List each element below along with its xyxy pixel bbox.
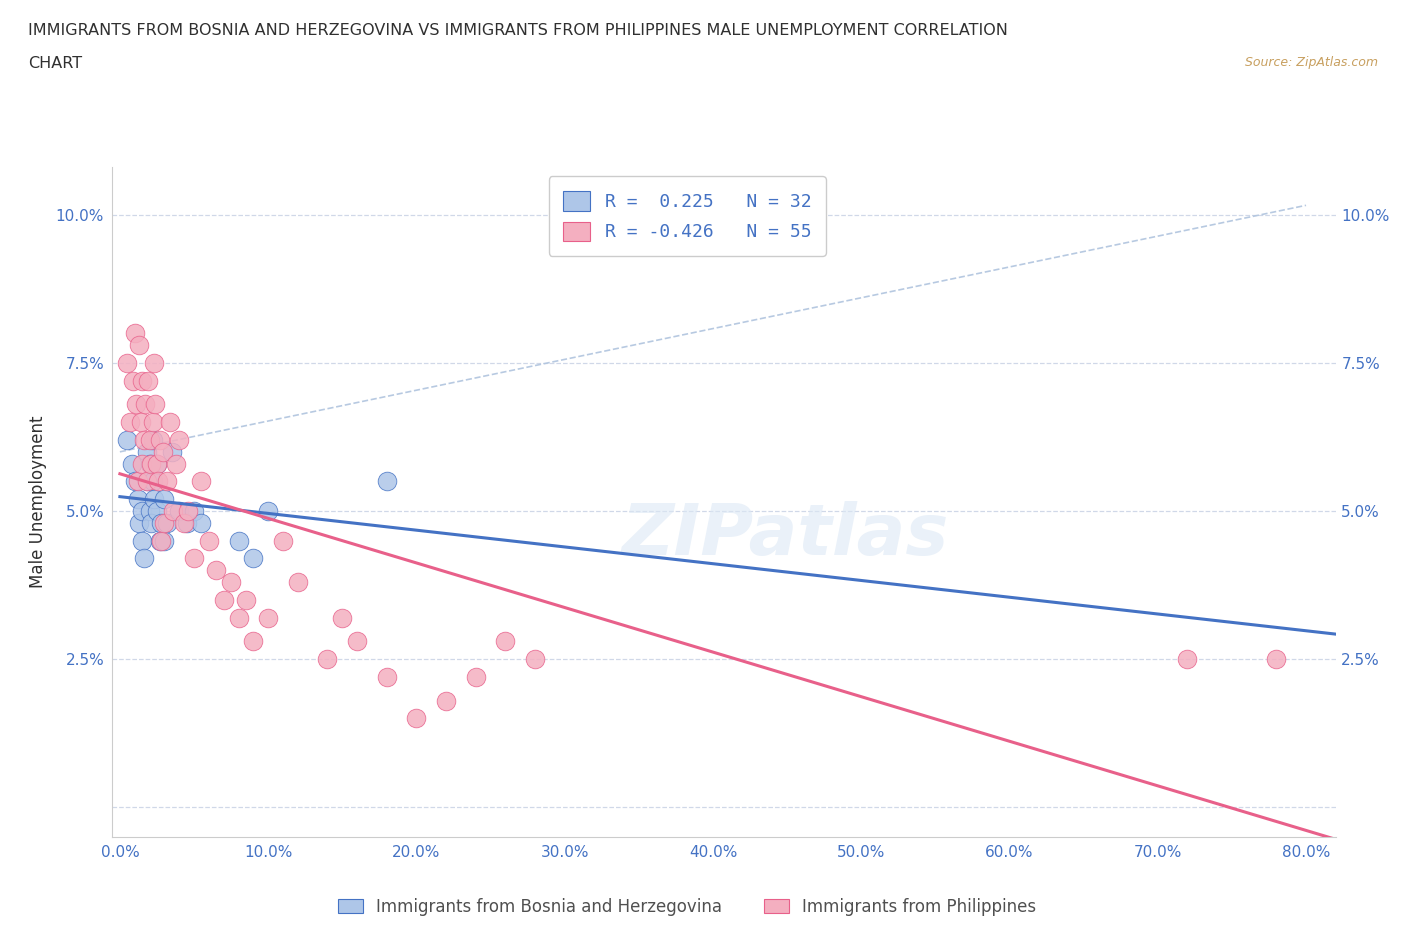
Point xyxy=(228,610,250,625)
Point xyxy=(375,670,398,684)
Point xyxy=(149,533,172,548)
Point xyxy=(271,533,294,548)
Point xyxy=(190,474,212,489)
Text: CHART: CHART xyxy=(28,56,82,71)
Point xyxy=(152,445,174,459)
Point xyxy=(121,457,143,472)
Point xyxy=(228,533,250,548)
Point xyxy=(494,634,516,649)
Point xyxy=(190,515,212,530)
Point xyxy=(141,474,163,489)
Point xyxy=(138,457,160,472)
Point xyxy=(139,515,162,530)
Point xyxy=(219,575,242,590)
Point xyxy=(127,474,149,489)
Point xyxy=(117,432,139,447)
Point xyxy=(134,397,156,412)
Point xyxy=(135,474,157,489)
Text: ZIPatlas: ZIPatlas xyxy=(621,501,949,570)
Point xyxy=(235,592,257,607)
Point xyxy=(132,551,155,566)
Point xyxy=(127,492,149,507)
Point xyxy=(153,492,176,507)
Point xyxy=(153,533,176,548)
Point xyxy=(135,474,157,489)
Point xyxy=(141,415,163,430)
Y-axis label: Male Unemployment: Male Unemployment xyxy=(30,416,48,589)
Point xyxy=(136,373,159,388)
Point xyxy=(464,670,486,684)
Point xyxy=(125,397,148,412)
Point xyxy=(167,432,190,447)
Point xyxy=(1177,652,1199,667)
Point xyxy=(128,515,150,530)
Point xyxy=(167,504,190,519)
Point xyxy=(316,652,339,667)
Point xyxy=(138,432,160,447)
Point xyxy=(131,457,153,472)
Point xyxy=(405,711,427,726)
Point xyxy=(183,551,205,566)
Point xyxy=(212,592,235,607)
Point xyxy=(346,634,368,649)
Point xyxy=(146,504,169,519)
Point xyxy=(148,474,170,489)
Point xyxy=(146,457,169,472)
Point xyxy=(173,515,195,530)
Point xyxy=(257,610,280,625)
Point xyxy=(205,563,228,578)
Point xyxy=(165,457,187,472)
Point xyxy=(156,474,179,489)
Point xyxy=(124,474,146,489)
Point xyxy=(131,373,153,388)
Point xyxy=(183,504,205,519)
Text: Source: ZipAtlas.com: Source: ZipAtlas.com xyxy=(1244,56,1378,69)
Point xyxy=(162,504,184,519)
Point xyxy=(124,326,146,340)
Point xyxy=(330,610,353,625)
Text: IMMIGRANTS FROM BOSNIA AND HERZEGOVINA VS IMMIGRANTS FROM PHILIPPINES MALE UNEMP: IMMIGRANTS FROM BOSNIA AND HERZEGOVINA V… xyxy=(28,23,1008,38)
Point xyxy=(257,504,280,519)
Point xyxy=(131,504,153,519)
Point xyxy=(146,457,169,472)
Point xyxy=(145,397,167,412)
Point xyxy=(132,432,155,447)
Point xyxy=(434,693,457,708)
Point xyxy=(156,515,179,530)
Point xyxy=(242,551,264,566)
Point xyxy=(160,445,183,459)
Point xyxy=(143,355,166,370)
Point xyxy=(141,432,163,447)
Point xyxy=(176,515,198,530)
Point xyxy=(117,355,139,370)
Point xyxy=(159,415,181,430)
Point xyxy=(242,634,264,649)
Point xyxy=(150,533,173,548)
Point xyxy=(149,432,172,447)
Point xyxy=(131,533,153,548)
Point xyxy=(153,515,176,530)
Point xyxy=(120,415,142,430)
Legend: Immigrants from Bosnia and Herzegovina, Immigrants from Philippines: Immigrants from Bosnia and Herzegovina, … xyxy=(332,891,1043,923)
Point xyxy=(177,504,200,519)
Point xyxy=(129,415,152,430)
Point xyxy=(1265,652,1288,667)
Point xyxy=(150,515,173,530)
Point xyxy=(122,373,145,388)
Point xyxy=(375,474,398,489)
Point xyxy=(128,338,150,352)
Point xyxy=(135,445,157,459)
Point xyxy=(524,652,547,667)
Point xyxy=(198,533,221,548)
Point xyxy=(287,575,309,590)
Point xyxy=(138,504,160,519)
Point xyxy=(139,457,162,472)
Point xyxy=(143,492,166,507)
